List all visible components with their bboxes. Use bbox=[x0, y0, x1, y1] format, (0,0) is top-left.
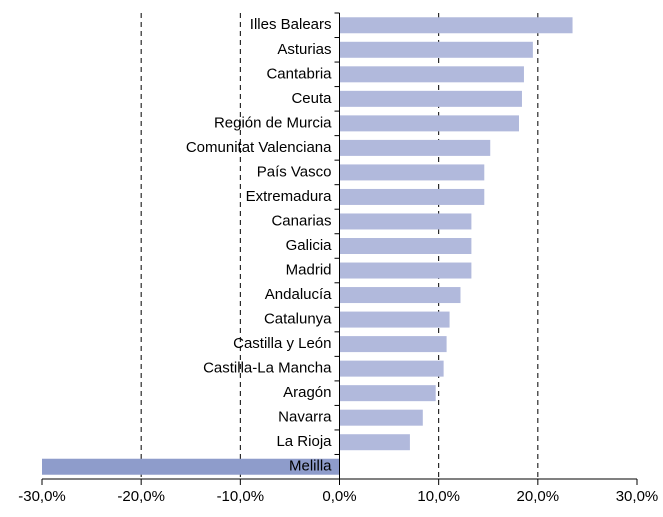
bar bbox=[339, 238, 472, 254]
x-tick-label: -10,0% bbox=[217, 488, 265, 505]
y-tick-label: Cantabria bbox=[266, 65, 332, 82]
y-tick-label: Asturias bbox=[277, 41, 331, 58]
bar bbox=[339, 434, 410, 451]
x-tick-label: 20,0% bbox=[517, 488, 560, 505]
x-tick-label: -30,0% bbox=[18, 488, 66, 505]
bar bbox=[339, 311, 450, 328]
y-tick-label: Comunitat Valenciana bbox=[186, 139, 332, 156]
y-tick-label: Melilla bbox=[289, 458, 332, 475]
y-tick-label: Ceuta bbox=[291, 90, 332, 107]
bar bbox=[339, 287, 461, 304]
bar bbox=[339, 115, 519, 132]
bar bbox=[339, 262, 472, 279]
y-tick-label: Región de Murcia bbox=[214, 114, 332, 131]
x-tick-label: -20,0% bbox=[117, 488, 165, 505]
y-tick-label: Catalunya bbox=[264, 311, 332, 328]
bar bbox=[339, 139, 491, 156]
y-tick-label: La Rioja bbox=[276, 433, 332, 450]
y-tick-label: Castilla y León bbox=[233, 335, 331, 352]
bar bbox=[339, 360, 444, 377]
bar bbox=[339, 188, 485, 205]
y-tick-label: Castilla-La Mancha bbox=[203, 360, 332, 377]
bar bbox=[339, 164, 485, 181]
bar bbox=[339, 336, 447, 353]
bar bbox=[339, 17, 573, 34]
bar bbox=[339, 385, 436, 402]
bar bbox=[42, 458, 340, 475]
bar bbox=[339, 213, 472, 230]
y-tick-label: País Vasco bbox=[257, 163, 332, 180]
x-tick-label: 10,0% bbox=[417, 488, 460, 505]
bar bbox=[339, 41, 533, 58]
y-tick-label: Extremadura bbox=[246, 188, 333, 205]
y-tick-label: Illes Balears bbox=[250, 16, 332, 33]
bar bbox=[339, 409, 423, 426]
y-tick-label: Galicia bbox=[286, 237, 333, 254]
y-tick-label: Madrid bbox=[286, 261, 332, 278]
y-tick-label: Navarra bbox=[278, 409, 332, 426]
y-tick-label: Aragón bbox=[283, 384, 331, 401]
y-tick-label: Canarias bbox=[271, 212, 331, 229]
y-tick-label: Andalucía bbox=[265, 286, 332, 303]
bar bbox=[339, 90, 522, 107]
x-tick-label: 30,0% bbox=[616, 488, 659, 505]
x-tick-label: 0,0% bbox=[322, 488, 356, 505]
bar bbox=[339, 66, 524, 83]
